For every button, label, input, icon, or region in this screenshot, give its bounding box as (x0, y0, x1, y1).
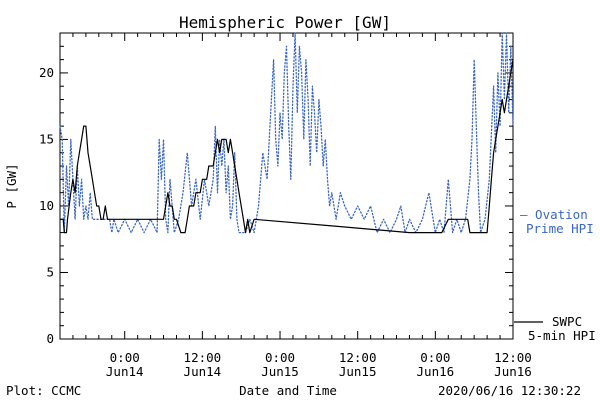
x-tick-label-time: 12:00 (184, 350, 222, 365)
legend-ovation-line2: Prime HPI (526, 221, 594, 236)
plot-frame (59, 32, 514, 340)
chart-title: Hemispheric Power [GW] (179, 13, 391, 32)
x-tick-label-time: 0:00 (265, 350, 295, 365)
x-tick-label-date: Jun14 (106, 364, 144, 379)
series-layer (59, 32, 514, 234)
legend-ovation-line1: – Ovation (520, 207, 588, 222)
y-axis-ticks: 0 5 10 15 20 (39, 32, 513, 346)
ovation-prime-series-line (59, 32, 514, 234)
legend-swpc-line1: SWPC (552, 314, 582, 329)
plot-credit: Plot: CCMC (6, 383, 81, 398)
x-tick-label-time: 12:00 (339, 350, 377, 365)
x-tick-label-date: Jun15 (261, 364, 299, 379)
x-tick-label-time: 0:00 (110, 350, 140, 365)
x-axis-ticks: 0:00Jun1412:00Jun140:00Jun1512:00Jun150:… (59, 33, 532, 379)
legend-swpc-line2: 5-min HPI (528, 328, 596, 343)
y-tick-label: 10 (39, 198, 54, 213)
y-tick-label: 15 (39, 131, 54, 146)
y-axis-label: P [GW] (4, 163, 19, 208)
x-axis-label: Date and Time (239, 383, 337, 398)
x-tick-label-date: Jun15 (339, 364, 377, 379)
x-tick-label-time: 0:00 (420, 350, 450, 365)
y-tick-label: 5 (46, 264, 54, 279)
y-tick-label: 0 (46, 331, 54, 346)
x-tick-label-date: Jun14 (184, 364, 222, 379)
x-tick-label-date: Jun16 (494, 364, 532, 379)
y-tick-label: 20 (39, 65, 54, 80)
plot-timestamp: 2020/06/16 12:30:22 (438, 383, 581, 398)
swpc-series-line (60, 59, 514, 234)
x-tick-label-time: 12:00 (494, 350, 532, 365)
x-tick-label-date: Jun16 (417, 364, 455, 379)
